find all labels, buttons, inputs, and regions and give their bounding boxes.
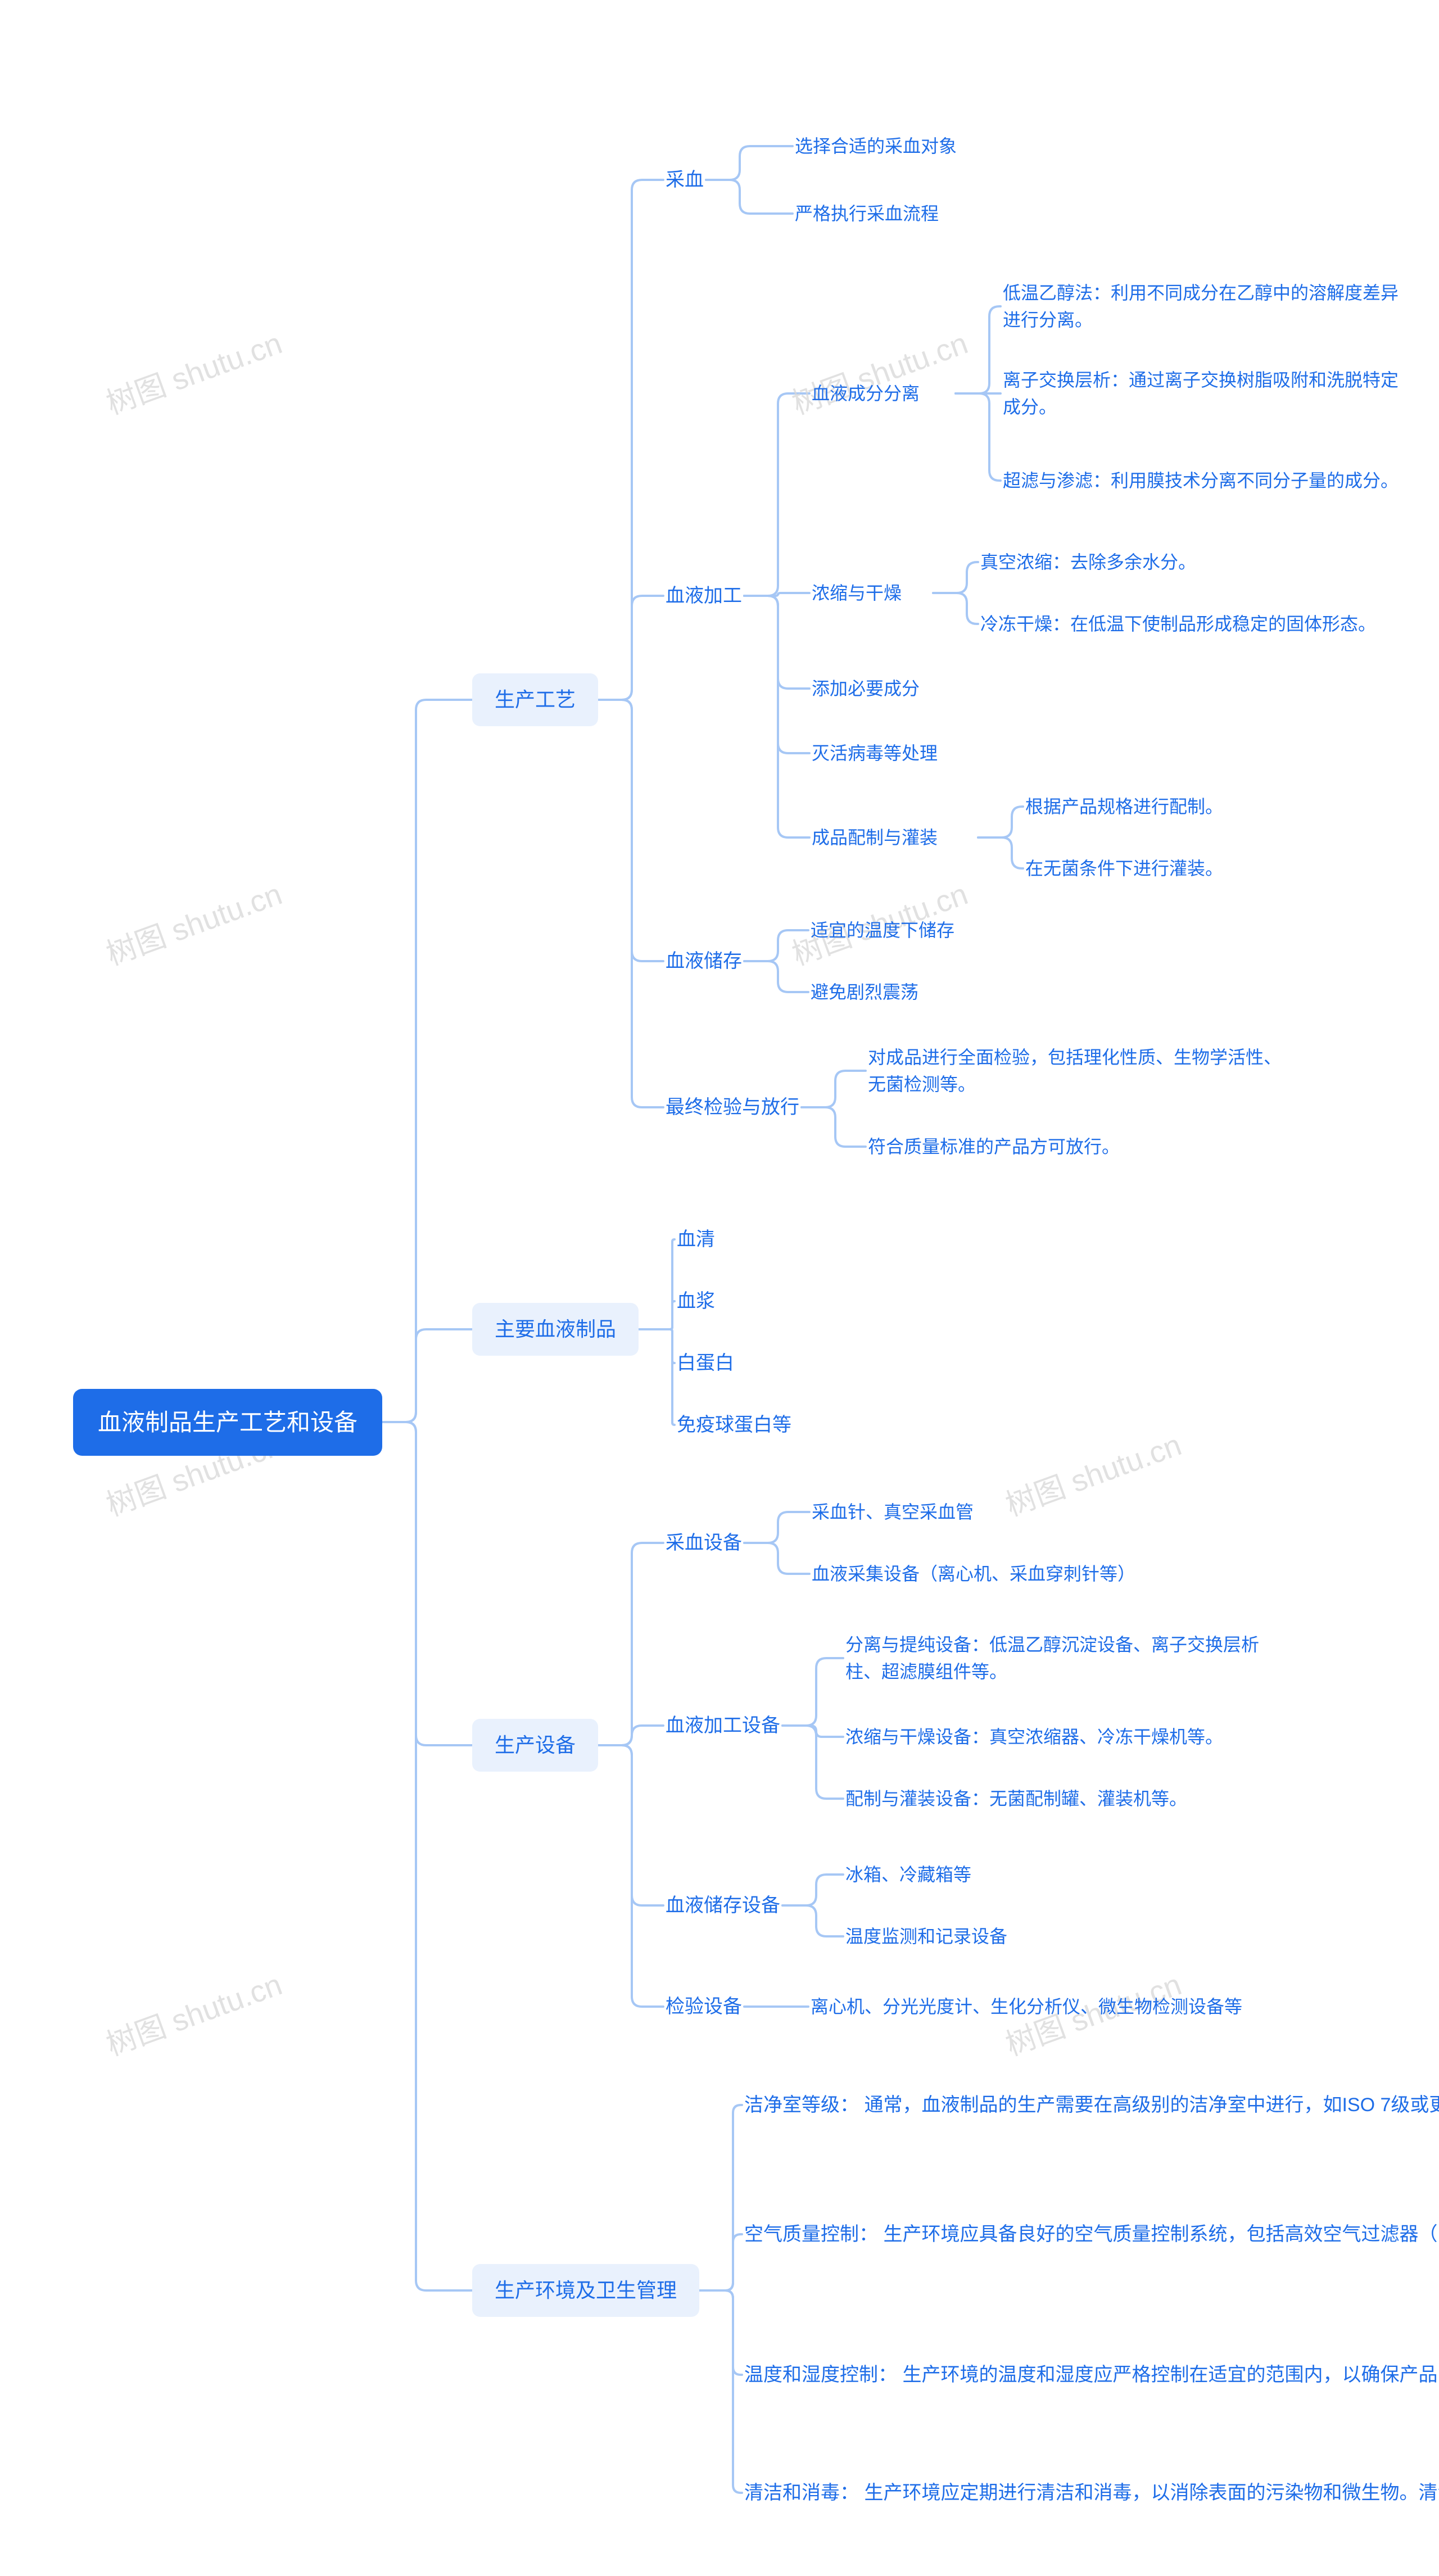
- leaf-3: 灭活病毒等处理: [809, 736, 978, 770]
- leaf-0: 选择合适的采血对象: [793, 129, 1006, 163]
- topic-3: 检验设备: [663, 1989, 744, 2025]
- topic-3: 最终检验与放行: [663, 1090, 802, 1125]
- leaf-1: 符合质量标准的产品方可放行。: [866, 1130, 1180, 1163]
- leaf-2: 添加必要成分: [809, 672, 956, 705]
- watermark: 树图 shutu.cn: [99, 869, 287, 974]
- leaf-2: 超滤与渗滤：利用膜技术分离不同分子量的成分。: [1001, 464, 1405, 497]
- leaf-1: 冷冻干燥：在低温下使制品形成稳定的固体形态。: [978, 607, 1383, 641]
- topic-0: 采血设备: [663, 1525, 744, 1561]
- leaf-1: 离子交换层析：通过离子交换树脂吸附和洗脱特定成分。: [1001, 363, 1405, 424]
- topic-2: 血液储存设备: [663, 1888, 782, 1923]
- topic-2: 白蛋白: [675, 1346, 764, 1381]
- watermark: 树图 shutu.cn: [99, 1959, 287, 2064]
- leaf-0: 采血针、真空采血管: [809, 1495, 1023, 1529]
- watermark: 树图 shutu.cn: [998, 1420, 1186, 1524]
- branch-0[interactable]: 生产工艺: [472, 673, 598, 726]
- leaf-0: 冰箱、冷藏箱等: [843, 1858, 1023, 1891]
- topic-2: 温度和湿度控制： 生产环境的温度和湿度应严格控制在适宜的范围内，以确保产品的稳定…: [742, 2357, 1225, 2393]
- topic-3: 免疫球蛋白等: [675, 1407, 809, 1443]
- root-node[interactable]: 血液制品生产工艺和设备: [73, 1389, 382, 1456]
- topic-1: 血液加工设备: [663, 1708, 782, 1744]
- topic-2: 血液储存: [663, 944, 744, 979]
- topic-0: 洁净室等级： 通常，血液制品的生产需要在高级别的洁净室中进行，如ISO 7级或更…: [742, 2088, 1225, 2123]
- leaf-0: 低温乙醇法：利用不同成分在乙醇中的溶解度差异进行分离。: [1001, 276, 1405, 337]
- leaf-1: 避免剧烈震荡: [808, 975, 966, 1009]
- topic-1: 血液加工: [663, 578, 744, 614]
- branch-1[interactable]: 主要血液制品: [472, 1303, 639, 1356]
- topic-1: 空气质量控制： 生产环境应具备良好的空气质量控制系统，包括高效空气过滤器（HEP…: [742, 2217, 1225, 2252]
- branch-2[interactable]: 生产设备: [472, 1719, 598, 1772]
- leaf-0: 离心机、分光光度计、生化分析仪、微生物检测设备等: [808, 1990, 1292, 2023]
- leaf-2: 配制与灌装设备：无菌配制罐、灌装机等。: [843, 1782, 1248, 1816]
- watermark: 树图 shutu.cn: [99, 318, 287, 423]
- topic-1: 血浆: [675, 1284, 742, 1319]
- leaf-0: 血液成分分离: [809, 377, 956, 410]
- leaf-1: 在无菌条件下进行灌装。: [1023, 852, 1282, 885]
- leaf-0: 真空浓缩：去除多余水分。: [978, 545, 1270, 579]
- topic-3: 清洁和消毒： 生产环境应定期进行清洁和消毒，以消除表面的污染物和微生物。清洁程序…: [742, 2475, 1225, 2511]
- leaf-4: 成品配制与灌装: [809, 821, 978, 854]
- leaf-0: 对成品进行全面检验，包括理化性质、生物学活性、无菌检测等。: [866, 1040, 1293, 1101]
- leaf-0: 适宜的温度下储存: [808, 913, 1011, 947]
- topic-0: 血清: [675, 1222, 742, 1257]
- topic-0: 采血: [663, 162, 706, 198]
- leaf-0: 分离与提纯设备：低温乙醇沉淀设备、离子交换层析柱、超滤膜组件等。: [843, 1628, 1282, 1688]
- leaf-1: 浓缩与干燥: [809, 576, 933, 610]
- leaf-1: 浓缩与干燥设备：真空浓缩器、冷冻干燥机等。: [843, 1720, 1248, 1754]
- leaf-0: 根据产品规格进行配制。: [1023, 790, 1282, 823]
- branch-3[interactable]: 生产环境及卫生管理: [472, 2264, 699, 2317]
- leaf-1: 严格执行采血流程: [793, 197, 1006, 230]
- mindmap-canvas: 树图 shutu.cn 树图 shutu.cn 树图 shutu.cn 树图 shut…: [0, 0, 1439, 2576]
- leaf-1: 温度监测和记录设备: [843, 1919, 1068, 1953]
- leaf-1: 血液采集设备（离心机、采血穿刺针等）: [809, 1557, 1192, 1591]
